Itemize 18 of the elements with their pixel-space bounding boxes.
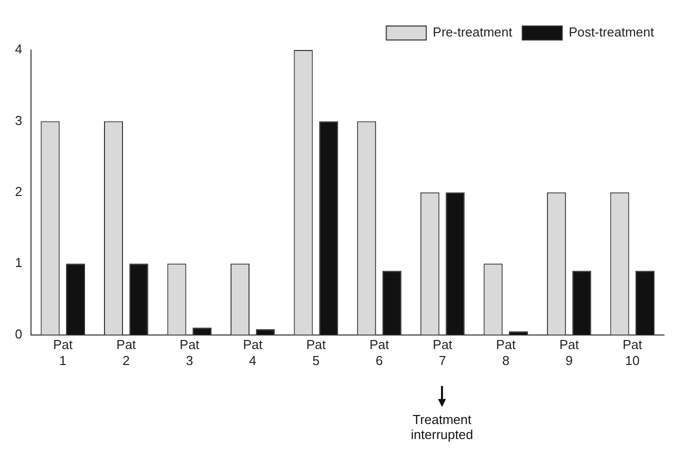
x-tick-label: Pat 5 [306, 337, 326, 368]
x-tick-label: Pat 1 [53, 337, 74, 368]
text: Treatment interrupted [410, 412, 474, 442]
y-tick-label: 3 [14, 112, 22, 128]
x-tick-label: Pat 2 [116, 337, 136, 368]
x-tick-label: Pat 6 [369, 337, 390, 368]
x-tick-label: Pat 4 [242, 337, 263, 368]
x-tick-label: Pat 9 [559, 337, 580, 368]
y-tick-label: 1 [14, 255, 22, 270]
legend-label: Post-treatment [568, 24, 654, 40]
y-tick-label: 4 [14, 42, 22, 57]
x-tick-label: Pat 7 [432, 337, 453, 368]
x-tick-label: Pat 8 [496, 337, 516, 368]
x-tick-label: Pat 10 [622, 337, 643, 368]
x-tick-label: Pat 3 [180, 337, 200, 368]
legend-label: Pre-treatment [432, 24, 513, 40]
y-tick-label: 2 [14, 184, 22, 199]
y-tick-label: 0 [14, 326, 22, 342]
